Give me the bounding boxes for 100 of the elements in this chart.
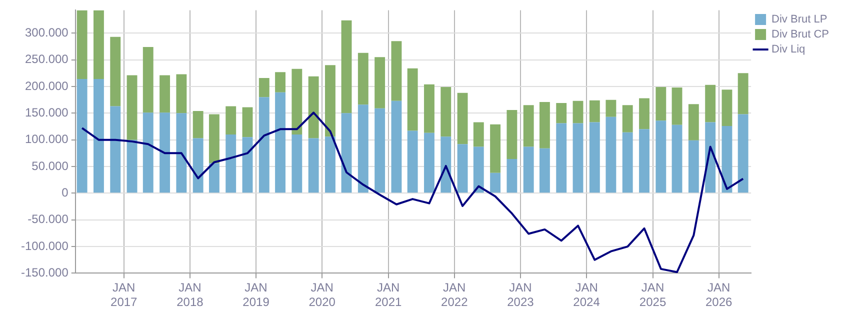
bar [160, 112, 170, 193]
x-tick-label: JAN 2019 [242, 280, 270, 310]
bar [242, 137, 253, 193]
bar [292, 134, 302, 193]
bar [391, 100, 402, 193]
bar [556, 123, 567, 193]
y-tick-label: 300.000 [24, 25, 69, 40]
bar [258, 78, 270, 98]
bar [672, 124, 682, 193]
x-tick-label: JAN 2023 [507, 280, 534, 310]
bar [226, 134, 236, 193]
bar [656, 120, 666, 193]
bar [572, 123, 584, 193]
bar [506, 110, 518, 160]
bar [208, 114, 220, 164]
bar [705, 84, 716, 122]
bar [76, 10, 88, 80]
bar [358, 104, 368, 193]
bar [275, 92, 286, 193]
bar [523, 105, 534, 147]
bar [176, 113, 187, 193]
bar [374, 108, 386, 193]
bar [722, 90, 732, 126]
y-tick-label: 100.000 [24, 132, 69, 146]
bar [275, 72, 286, 92]
bar [110, 36, 121, 106]
y-tick-label: 250.000 [24, 52, 69, 66]
bar [506, 159, 518, 193]
bar [424, 84, 434, 133]
x-tick-label: JAN 2025 [639, 280, 666, 310]
bar [738, 73, 748, 114]
bar [226, 106, 236, 134]
bar [473, 122, 484, 147]
x-tick-label: JAN 2021 [374, 280, 402, 310]
bar [440, 87, 452, 137]
bar [242, 107, 253, 138]
legend-label: Div Brut LP [772, 14, 828, 26]
bar [656, 87, 666, 121]
y-tick-label: 0 [62, 185, 69, 200]
bar [622, 105, 633, 132]
bar [94, 79, 104, 193]
bar [126, 75, 138, 140]
bar [142, 112, 154, 193]
bar [192, 138, 204, 193]
bar [76, 79, 88, 193]
bar [94, 10, 104, 80]
bar [407, 130, 418, 193]
bar [358, 52, 368, 105]
bar [722, 126, 732, 193]
y-tick-label: -100.000 [21, 238, 69, 253]
bar [208, 163, 220, 193]
bar [639, 98, 650, 130]
bar [160, 75, 170, 113]
bar [639, 129, 650, 193]
bar [556, 103, 567, 124]
x-tick-label: JAN 2026 [705, 280, 732, 310]
y-tick-label: -150.000 [21, 266, 69, 280]
bar [473, 146, 484, 193]
bar [688, 140, 699, 193]
y-tick-label: -50.000 [28, 212, 69, 226]
bar [572, 100, 584, 124]
bar [457, 144, 468, 193]
bar [325, 65, 336, 137]
bar [341, 113, 352, 193]
y-tick-label: 150.000 [24, 105, 69, 120]
bar [606, 116, 616, 193]
bar [391, 41, 402, 101]
bar [176, 74, 187, 114]
bar [490, 172, 501, 193]
y-tick-label: 200.000 [24, 78, 69, 93]
bar [192, 111, 204, 138]
bar [325, 136, 336, 193]
bar [622, 132, 633, 193]
x-tick-label: JAN 2020 [308, 280, 336, 310]
bar [589, 122, 600, 193]
bar [424, 132, 434, 193]
bar [142, 47, 154, 113]
bar [374, 57, 386, 108]
bar [258, 97, 270, 193]
bar [606, 100, 616, 117]
bar [539, 148, 550, 193]
bar [672, 88, 682, 125]
bar [589, 100, 600, 122]
x-tick-label: JAN 2024 [573, 280, 600, 310]
legend-label: Div Liq [772, 44, 806, 56]
bar [126, 140, 138, 193]
bar [440, 136, 452, 193]
bar [407, 68, 418, 131]
y-tick-label: 50.000 [32, 158, 69, 173]
bar [308, 138, 319, 193]
bar [539, 102, 550, 148]
legend-label: Div Brut CP [772, 28, 830, 41]
bar [341, 20, 352, 114]
bar [457, 92, 468, 144]
bar [523, 146, 534, 193]
x-tick-label: JAN 2018 [176, 280, 204, 310]
x-tick-label: JAN 2017 [110, 280, 138, 310]
bar [490, 124, 501, 173]
x-tick-label: JAN 2022 [441, 280, 468, 310]
bar [308, 76, 319, 138]
